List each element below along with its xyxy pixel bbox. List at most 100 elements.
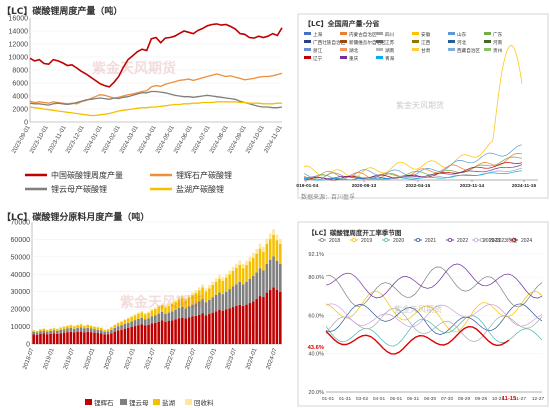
current-value-label: 43.6%: [308, 345, 324, 351]
bar-segment: [147, 312, 150, 319]
bar-segment: [99, 330, 103, 334]
bar-segment: [235, 268, 238, 285]
bar-segment: [79, 327, 83, 332]
series-line: [303, 44, 523, 179]
legend-marker: [352, 238, 356, 242]
bar-segment: [191, 316, 194, 344]
bar-segment: [224, 273, 228, 278]
x-tick-label: 2023-11-01: [47, 124, 68, 154]
bar-segment: [83, 328, 86, 333]
x-tick-label: 2024-11-15: [512, 183, 537, 189]
bar-segment: [221, 294, 225, 311]
bar-segment: [184, 297, 188, 301]
legend-marker: [384, 238, 388, 242]
bar-segment: [150, 316, 154, 324]
x-tick-label: 2022-01: [164, 347, 177, 370]
y-tick-label: 20000: [11, 307, 31, 314]
bar-segment: [255, 299, 258, 344]
bar-segment: [106, 334, 110, 344]
bar-segment: [106, 331, 110, 335]
bar-segment: [255, 253, 258, 273]
bar-segment: [103, 331, 106, 335]
bar-segment: [103, 334, 106, 344]
y-tick-label: 30000: [11, 289, 31, 296]
bar-segment: [262, 270, 265, 297]
bar-segment: [268, 239, 272, 260]
data-source: 数据来源：百川盈孚: [301, 194, 356, 200]
bar-segment: [255, 272, 258, 300]
bar-segment: [86, 331, 90, 344]
bar-segment: [59, 333, 63, 344]
x-tick-label: 2023-09-01: [11, 124, 32, 154]
bar-segment: [42, 333, 46, 344]
bar-segment: [32, 330, 35, 332]
y-tick-label: 14000: [9, 29, 29, 36]
bar-segment: [150, 308, 154, 311]
x-tick-label: 2024-10-01: [245, 124, 266, 154]
x-tick-label: 2022-07: [185, 347, 198, 370]
x-tick-label: 2024-09-01: [227, 124, 248, 154]
bar-segment: [211, 312, 215, 344]
bar-segment: [208, 314, 211, 344]
bar-segment: [72, 325, 76, 327]
legend-label: 锂辉石: [94, 398, 114, 407]
legend-swatch: [85, 399, 92, 405]
bar-segment: [59, 327, 63, 330]
bar-segment: [83, 325, 86, 326]
bar-segment: [110, 329, 113, 334]
panel-monthly-by-material: 【LC】碳酸锂分原料月度产量（吨） 0 10000 20000 30000 40000 5…: [0, 204, 292, 408]
bar-segment: [204, 288, 208, 292]
bar-segment: [72, 328, 76, 333]
legend-label: 2019: [361, 238, 372, 244]
bar-segment: [160, 311, 164, 321]
legend-label: 湖南: [385, 47, 395, 54]
legend-swatch: [376, 48, 383, 51]
bar-segment: [187, 317, 191, 344]
bar-segment: [245, 281, 248, 305]
bar-segment: [279, 243, 282, 264]
bar-segment: [130, 315, 133, 317]
y-tick-label: 40000: [11, 272, 31, 279]
legend-label: 西藏自治区: [457, 47, 480, 54]
legend-label: 锂云母: [129, 398, 149, 407]
bar-segment: [110, 333, 113, 344]
series-line: [325, 303, 543, 328]
bar-segment: [221, 280, 225, 295]
bar-segment: [181, 298, 184, 307]
bar-segment: [35, 334, 39, 344]
bar-segment: [224, 277, 228, 292]
x-tick-label: 2022-04-15: [406, 183, 431, 189]
bar-segment: [69, 331, 73, 344]
bar-segment: [235, 284, 238, 307]
bar-segment: [143, 319, 147, 326]
bar-segment: [265, 243, 269, 264]
series-line: [303, 164, 523, 180]
legend-marker: [320, 238, 324, 242]
bar-segment: [106, 329, 110, 332]
bar-segment: [157, 305, 160, 308]
bar-segment: [93, 332, 96, 344]
bar-segment: [32, 331, 35, 335]
bar-segment: [191, 295, 194, 305]
bar-segment: [42, 328, 46, 331]
bar-segment: [268, 233, 272, 240]
x-tick-label: 01-31: [339, 396, 352, 402]
bar-segment: [194, 290, 198, 293]
legend-swatch: [304, 48, 311, 51]
y-tick-label: 0: [26, 342, 30, 349]
panel-weekly-production: 【LC】碳酸锂周度产量（吨） 0 2000 4000 6000 8000 10000 120…: [0, 0, 292, 200]
chart-title: 【LC】碳酸锂周度产量（吨）: [2, 7, 123, 17]
watermark: 紫金天风期货: [396, 101, 444, 110]
bar-segment: [201, 284, 204, 288]
legend-swatch: [376, 56, 383, 59]
x-tick-label: 05-01: [390, 396, 403, 402]
bar-segment: [194, 315, 198, 344]
x-tick-label: 2023-01: [205, 347, 218, 370]
bar-segment: [96, 333, 100, 344]
bar-segment: [214, 278, 218, 282]
legend-label: 甘肃: [421, 47, 431, 54]
bar-segment: [110, 326, 113, 328]
legend-swatch: [448, 48, 455, 51]
y-tick-label: 0: [24, 120, 28, 127]
